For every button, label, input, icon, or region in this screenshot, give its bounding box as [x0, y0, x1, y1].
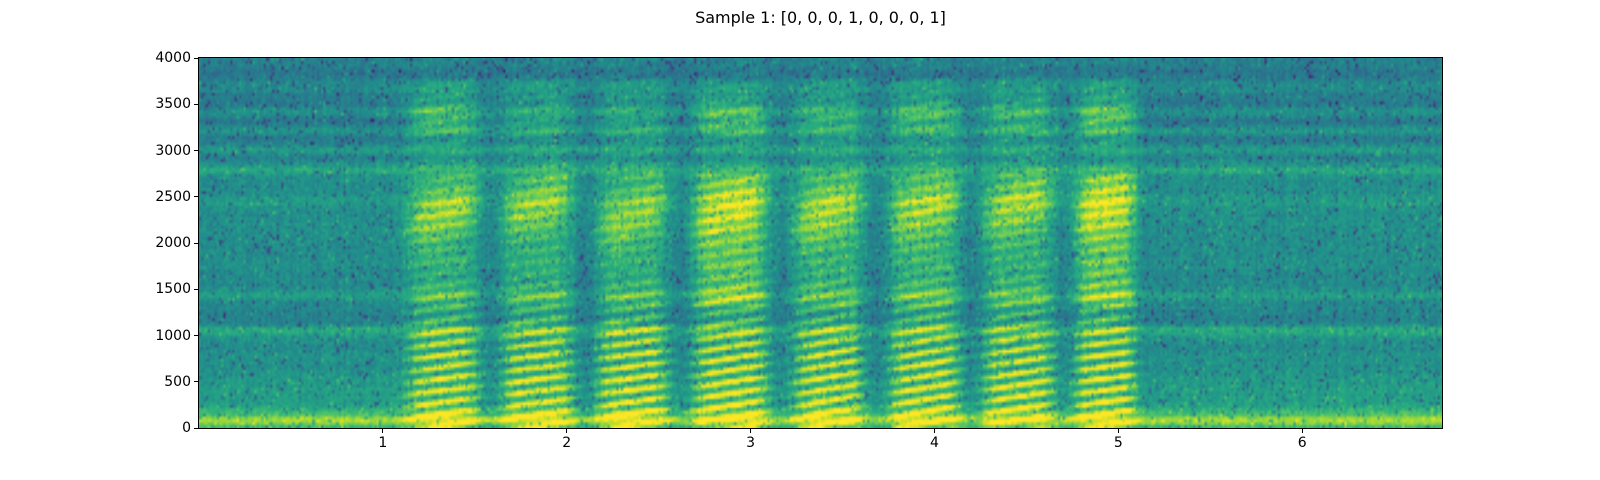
x-tick-label: 6: [1297, 435, 1307, 451]
y-tick-label: 1500: [155, 281, 191, 298]
x-tick-label: 5: [1113, 435, 1123, 451]
spectrogram-canvas: [199, 58, 1442, 428]
x-tick-label: 3: [746, 435, 756, 451]
y-tick-label: 4000: [155, 50, 191, 66]
x-tick-mark: [382, 429, 384, 433]
y-tick-mark: [194, 381, 198, 383]
plot-area: [198, 57, 1443, 429]
y-tick-mark: [194, 150, 198, 151]
y-tick-label: 500: [164, 373, 191, 390]
y-tick-mark: [194, 427, 198, 429]
y-tick-mark: [194, 288, 198, 290]
y-tick-label: 1000: [155, 327, 191, 344]
y-tick-mark: [194, 335, 198, 336]
y-tick-mark: [194, 196, 198, 198]
y-tick-label: 2000: [155, 235, 191, 251]
y-tick-label: 3500: [155, 96, 191, 113]
y-tick-label: 0: [182, 420, 191, 436]
y-tick-mark: [194, 242, 198, 244]
x-tick-mark: [934, 429, 935, 433]
x-tick-mark: [1117, 429, 1119, 433]
x-tick-label: 1: [378, 435, 388, 451]
x-tick-mark: [1301, 429, 1303, 433]
x-tick-label: 4: [930, 435, 939, 451]
y-tick-label: 2500: [155, 188, 191, 205]
y-tick-mark: [194, 57, 198, 59]
y-tick-label: 3000: [155, 142, 191, 159]
chart-title: Sample 1: [0, 0, 0, 1, 0, 0, 0, 1]: [695, 8, 946, 27]
x-tick-label: 2: [562, 435, 572, 451]
x-tick-mark: [750, 429, 752, 433]
x-tick-mark: [566, 429, 568, 433]
y-tick-mark: [194, 103, 198, 105]
